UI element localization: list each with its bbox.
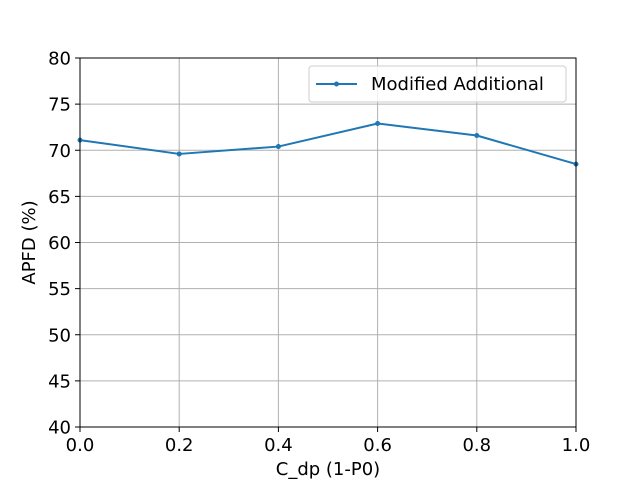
legend-marker-swatch: [334, 81, 339, 87]
data-point: [275, 144, 281, 150]
legend-box: [308, 65, 567, 103]
data-point: [176, 151, 182, 157]
series-line: [79, 122, 577, 166]
x-tick-label: 1.0: [562, 435, 591, 456]
y-axis-label: APFD (%): [19, 200, 40, 284]
y-tick-label: 40: [48, 418, 71, 439]
y-tick-label: 60: [48, 233, 71, 254]
y-tick-label: 55: [48, 279, 71, 300]
data-point: [375, 120, 381, 126]
legend: Modified Additional: [308, 65, 567, 103]
x-tick-label: 0.0: [66, 435, 95, 456]
x-tick-label: 0.6: [363, 435, 392, 456]
data-point: [474, 132, 480, 138]
y-tick-label: 70: [48, 141, 71, 162]
x-axis-label: C_dp (1-P0): [276, 459, 380, 480]
y-tick-label: 80: [48, 49, 71, 70]
series-layer: [77, 120, 579, 167]
y-tick-label: 65: [48, 187, 71, 208]
y-tick-label: 50: [48, 325, 71, 346]
x-tick-label: 0.8: [462, 435, 491, 456]
legend-entry-label: Modified Additional: [371, 74, 544, 95]
y-tick-label: 45: [48, 371, 71, 392]
y-axis-ticks: 40 45 50 55 60 65 70 75 80: [48, 49, 80, 439]
x-tick-label: 0.4: [264, 435, 293, 456]
y-tick-label: 75: [48, 95, 71, 116]
x-tick-label: 0.2: [165, 435, 194, 456]
x-axis-ticks: 0.0 0.2 0.4 0.6 0.8 1.0: [66, 427, 591, 456]
